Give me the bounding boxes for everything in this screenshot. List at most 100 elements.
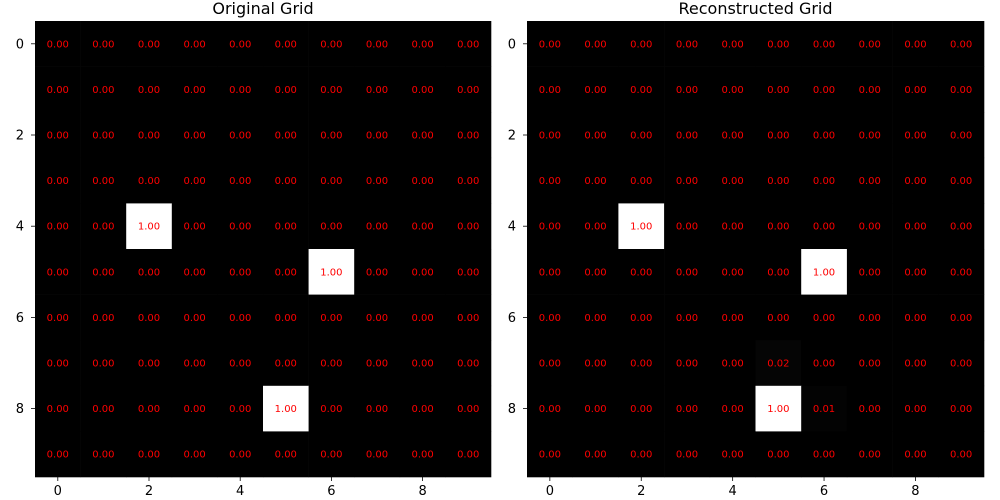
heatmap-cell [755, 203, 802, 250]
y-tick-label: 4 [16, 220, 24, 235]
heatmap-cell [80, 385, 127, 432]
heatmap-cell [445, 294, 492, 341]
heatmap-cell [308, 112, 355, 159]
cell-value-label: 0.00 [275, 222, 297, 233]
heatmap-cell [709, 157, 756, 204]
heatmap-cell [217, 294, 264, 341]
cell-value-label: 0.00 [320, 450, 342, 461]
cell-value-label: 0.00 [275, 450, 297, 461]
cell-value-label: 0.00 [539, 313, 561, 324]
heatmap-cell [618, 203, 665, 250]
cell-value-label: 0.00 [722, 313, 744, 324]
heatmap-cell [445, 112, 492, 159]
heatmap-cell [80, 249, 127, 295]
heatmap-cell [755, 112, 802, 159]
cell-value-label: 0.00 [904, 313, 926, 324]
heatmap-cell [664, 203, 711, 250]
cell-value-label: 0.00 [47, 359, 69, 370]
heatmap-cell [217, 157, 264, 204]
cell-value-label: 0.00 [229, 404, 251, 415]
cell-value-label: 0.00 [722, 39, 744, 50]
cell-value-label: 0.00 [950, 176, 972, 187]
cell-value-label: 0.00 [366, 359, 388, 370]
cell-value-label: 0.00 [47, 450, 69, 461]
cell-value-label: 0.00 [183, 359, 205, 370]
cell-value-label: 0.00 [92, 267, 114, 278]
heatmap-cell [80, 157, 127, 204]
heatmap-cell [399, 157, 446, 204]
cell-value-label: 0.00 [275, 131, 297, 142]
cell-value-label: 0.00 [229, 85, 251, 96]
cell-value-label: 0.00 [950, 131, 972, 142]
cell-value-label: 0.00 [47, 39, 69, 50]
heatmap-cell [35, 340, 81, 387]
cell-value-label: 0.00 [584, 176, 606, 187]
heatmap-cell [171, 112, 218, 159]
cell-value-label: 0.00 [813, 222, 835, 233]
cell-value-label: 0.00 [183, 267, 205, 278]
heatmap-cell [801, 203, 848, 250]
y-tick-label: 2 [16, 129, 24, 144]
cell-value-label: 0.00 [584, 359, 606, 370]
cell-value-label: 0.00 [539, 39, 561, 50]
heatmap-cell [263, 294, 309, 341]
cell-value-label: 0.00 [539, 85, 561, 96]
heatmap-cell [618, 431, 665, 478]
heatmap-panel-original: Original Grid 0.00 0.00 0.00 0.00 0.00 0.00 0.… [16, 0, 492, 499]
heatmap-cell [527, 21, 573, 67]
cell-value-label: 0.00 [47, 85, 69, 96]
cell-value-label: 0.00 [676, 131, 698, 142]
heatmap-cell [709, 203, 756, 250]
cell-value-label: 0.00 [366, 176, 388, 187]
cell-value-label: 0.00 [366, 267, 388, 278]
heatmap-cell [709, 249, 756, 295]
heatmap-cell [709, 21, 756, 67]
cell-value-label: 0.00 [366, 85, 388, 96]
cell-value-label: 0.00 [767, 313, 789, 324]
heatmap-cell [527, 249, 573, 295]
heatmap-cell [846, 112, 893, 159]
heatmap-cell [171, 249, 218, 295]
heatmap-cell [35, 385, 81, 432]
cell-value-label: 0.00 [92, 450, 114, 461]
heatmap-cell [399, 294, 446, 341]
heatmap-cell [217, 21, 264, 67]
x-tick-label: 8 [911, 484, 919, 499]
cell-value-label: 0.00 [457, 131, 479, 142]
heatmap-cell [846, 385, 893, 432]
heatmap-cell [938, 203, 985, 250]
cell-value-label: 0.00 [229, 313, 251, 324]
cell-value-label: 0.00 [904, 131, 926, 142]
cell-value-label: 0.00 [950, 39, 972, 50]
heatmap-cell [217, 66, 264, 113]
heatmap-cell [126, 66, 173, 113]
heatmap-cell [572, 157, 619, 204]
cell-value-label: 0.00 [584, 39, 606, 50]
cell-value-label: 0.00 [630, 313, 652, 324]
cell-value-label: 0.00 [92, 176, 114, 187]
cell-value-label: 0.00 [539, 450, 561, 461]
heatmap-cell [399, 431, 446, 478]
heatmap-cell [801, 431, 848, 478]
cell-value-label: 0.00 [813, 176, 835, 187]
heatmap-cell [445, 340, 492, 387]
cell-value-label: 0.00 [366, 222, 388, 233]
cell-value-label: 0.02 [767, 359, 789, 370]
cell-value-label: 0.00 [722, 176, 744, 187]
cell-value-label: 0.00 [584, 222, 606, 233]
heatmap-cell [399, 112, 446, 159]
heatmap-cell [664, 431, 711, 478]
cell-value-label: 0.00 [183, 450, 205, 461]
heatmap-cell [263, 157, 309, 204]
cell-value-label: 0.00 [92, 85, 114, 96]
heatmap-cell [126, 249, 173, 295]
cell-value-label: 0.00 [275, 313, 297, 324]
heatmap-cell [801, 21, 848, 67]
cell-value-label: 1.00 [275, 404, 297, 415]
heatmap-cell [354, 203, 401, 250]
cell-value-label: 0.00 [411, 85, 433, 96]
cell-value-label: 0.00 [183, 131, 205, 142]
cell-value-label: 0.00 [457, 313, 479, 324]
cell-value-label: 0.00 [859, 85, 881, 96]
heatmap-cell [35, 294, 81, 341]
